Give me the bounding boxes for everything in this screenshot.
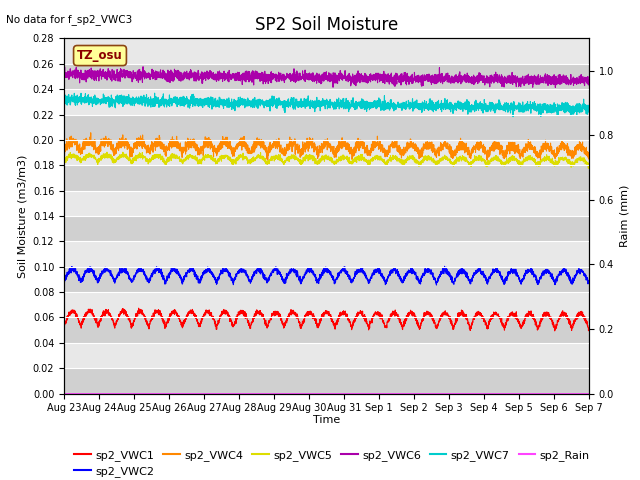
sp2_VWC4 (585, 156, 593, 162)
sp2_VWC5 (60, 156, 68, 162)
Y-axis label: Raim (mm): Raim (mm) (620, 185, 630, 247)
sp2_VWC5 (420, 156, 428, 162)
sp2_Rain (289, 391, 297, 396)
sp2_VWC1 (397, 321, 405, 326)
sp2_VWC4 (127, 150, 135, 156)
sp2_VWC6 (335, 72, 342, 77)
sp2_VWC5 (103, 149, 111, 155)
sp2_VWC2 (433, 282, 440, 288)
sp2_VWC6 (60, 69, 68, 75)
sp2_VWC2 (127, 277, 134, 283)
sp2_VWC7 (127, 99, 134, 105)
sp2_VWC6 (552, 84, 559, 90)
sp2_VWC6 (140, 64, 147, 70)
Bar (64, 368, 589, 394)
Text: TZ_osu: TZ_osu (77, 49, 123, 62)
sp2_VWC6 (294, 74, 301, 80)
X-axis label: Time: Time (313, 415, 340, 425)
sp2_Rain (397, 391, 405, 396)
sp2_VWC7 (585, 107, 593, 113)
sp2_VWC7 (60, 92, 68, 98)
Line: sp2_VWC1: sp2_VWC1 (64, 308, 589, 331)
sp2_VWC5 (584, 166, 592, 171)
sp2_VWC6 (420, 72, 428, 78)
Text: No data for f_sp2_VWC3: No data for f_sp2_VWC3 (6, 14, 132, 25)
sp2_VWC5 (585, 163, 593, 168)
Line: sp2_VWC4: sp2_VWC4 (64, 133, 589, 161)
Legend: sp2_VWC1, sp2_VWC2, sp2_VWC4, sp2_VWC5, sp2_VWC6, sp2_VWC7, sp2_Rain: sp2_VWC1, sp2_VWC2, sp2_VWC4, sp2_VWC5, … (70, 445, 595, 480)
sp2_VWC4 (60, 147, 68, 153)
sp2_VWC2 (397, 278, 405, 284)
sp2_VWC5 (289, 152, 297, 158)
sp2_VWC6 (397, 80, 405, 86)
sp2_VWC4 (87, 130, 95, 136)
sp2_VWC4 (289, 139, 297, 144)
sp2_VWC1 (551, 328, 559, 334)
sp2_VWC1 (289, 311, 297, 317)
Line: sp2_VWC6: sp2_VWC6 (64, 67, 589, 87)
sp2_VWC2 (420, 272, 428, 278)
sp2_VWC4 (335, 148, 342, 154)
sp2_VWC4 (537, 158, 545, 164)
sp2_Rain (585, 391, 593, 396)
Y-axis label: Soil Moisture (m3/m3): Soil Moisture (m3/m3) (17, 154, 27, 278)
sp2_VWC1 (294, 315, 301, 321)
sp2_VWC7 (335, 101, 342, 107)
Bar (64, 317, 589, 343)
sp2_VWC4 (397, 151, 405, 157)
sp2_VWC2 (335, 274, 342, 279)
Bar (64, 64, 589, 89)
Title: SP2 Soil Moisture: SP2 Soil Moisture (255, 16, 398, 34)
sp2_VWC7 (420, 108, 428, 113)
sp2_VWC7 (397, 106, 405, 111)
sp2_VWC1 (420, 312, 428, 318)
sp2_VWC4 (420, 145, 428, 151)
sp2_VWC4 (294, 150, 301, 156)
sp2_VWC7 (294, 99, 301, 105)
sp2_VWC7 (289, 106, 297, 112)
sp2_VWC2 (585, 279, 593, 285)
Line: sp2_VWC2: sp2_VWC2 (64, 266, 589, 285)
sp2_VWC7 (509, 114, 517, 120)
sp2_Rain (335, 391, 342, 396)
Bar (64, 165, 589, 191)
sp2_VWC6 (585, 82, 593, 87)
sp2_VWC2 (289, 266, 297, 272)
Bar (64, 115, 589, 140)
sp2_Rain (60, 391, 68, 396)
sp2_VWC6 (127, 71, 134, 77)
sp2_Rain (127, 391, 134, 396)
sp2_VWC5 (397, 160, 405, 166)
Bar (64, 267, 589, 292)
sp2_Rain (294, 391, 301, 396)
sp2_VWC1 (135, 305, 143, 311)
sp2_VWC1 (60, 323, 68, 329)
sp2_VWC2 (60, 280, 68, 286)
sp2_Rain (420, 391, 428, 396)
Line: sp2_VWC5: sp2_VWC5 (64, 152, 589, 168)
Line: sp2_VWC7: sp2_VWC7 (64, 93, 589, 117)
sp2_VWC6 (289, 71, 297, 76)
sp2_VWC5 (127, 160, 135, 166)
sp2_VWC1 (335, 313, 342, 319)
sp2_VWC1 (127, 320, 134, 326)
sp2_VWC5 (294, 156, 301, 162)
sp2_VWC5 (335, 156, 342, 162)
sp2_VWC2 (441, 264, 449, 269)
sp2_VWC2 (294, 271, 301, 277)
sp2_VWC7 (151, 90, 159, 96)
sp2_VWC1 (585, 327, 593, 333)
Bar (64, 216, 589, 241)
